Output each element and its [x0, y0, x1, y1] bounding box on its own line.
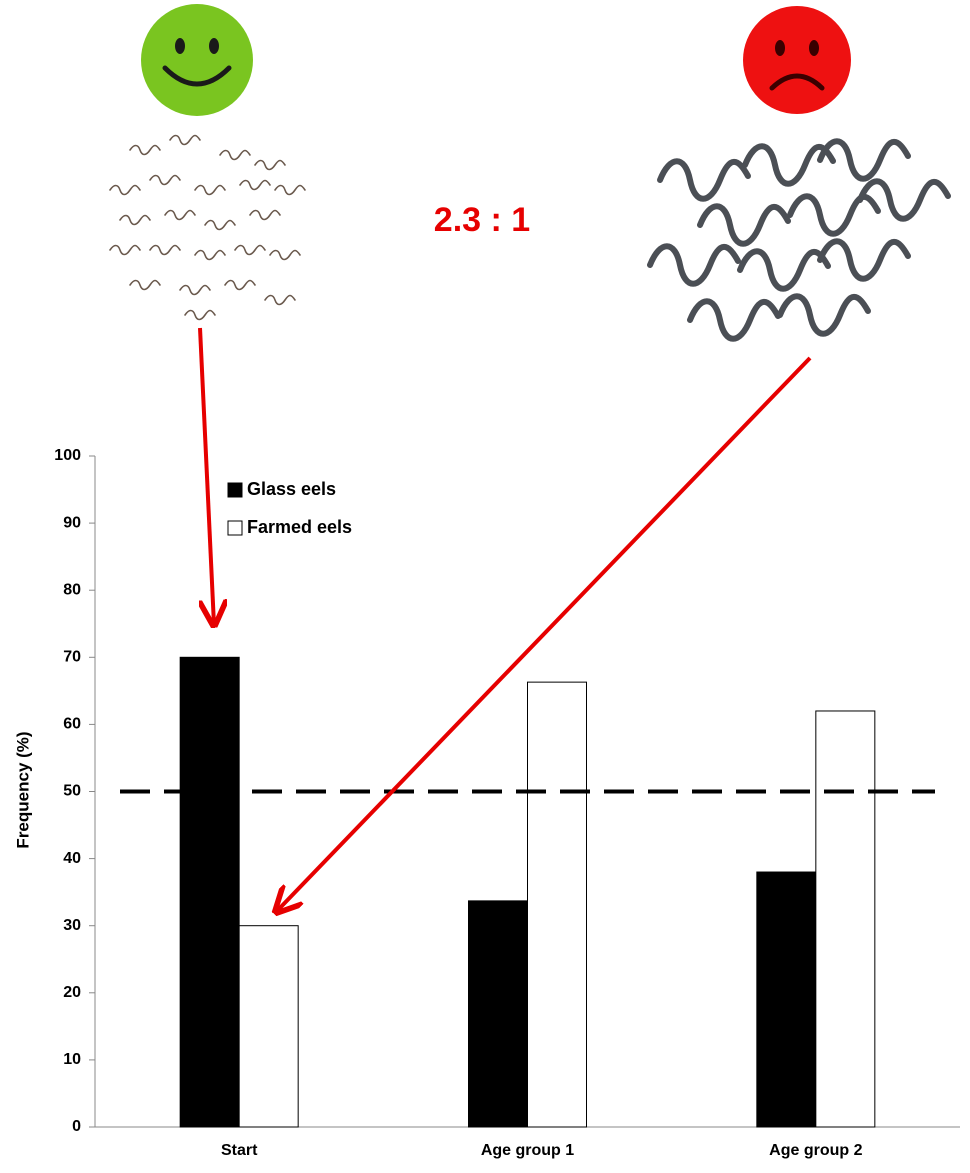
glass-eels-image: [109, 134, 306, 321]
y-tick-label: 20: [63, 984, 81, 1001]
x-tick-label: Age group 2: [769, 1142, 862, 1159]
y-tick-label: 40: [63, 850, 81, 867]
bar: [179, 656, 240, 1128]
x-tick-label: Age group 1: [481, 1142, 574, 1159]
bar: [756, 871, 817, 1128]
y-tick-label: 70: [63, 649, 81, 666]
bar: [815, 710, 876, 1128]
y-tick-label: 30: [63, 917, 81, 934]
plot: 0 10 20 30 40 50 60 70 80 90 100 Start Age group 1 Ag…: [54, 447, 960, 1159]
bar: [238, 925, 299, 1128]
y-tick-label: 0: [72, 1118, 81, 1135]
y-tick-label: 60: [63, 716, 81, 733]
y-axis-label: Frequency (%): [13, 731, 32, 848]
happy-face: [141, 4, 253, 116]
y-tick-label: 50: [63, 783, 81, 800]
y-tick-label: 80: [63, 581, 81, 598]
legend-swatch: [227, 520, 243, 536]
y-tick-label: 90: [63, 514, 81, 531]
bar: [468, 900, 528, 1128]
ratio-annotation: 2.3 : 1: [434, 201, 530, 239]
y-tick-label: 100: [54, 447, 81, 464]
farmed-eels-image: [650, 141, 948, 339]
legend-label: Glass eels: [247, 479, 336, 499]
legend-swatch: [227, 482, 243, 498]
legend-label: Farmed eels: [247, 517, 352, 537]
bar: [527, 681, 587, 1128]
y-tick-label: 10: [63, 1051, 81, 1068]
x-tick-label: Start: [221, 1142, 258, 1159]
sad-face: [743, 6, 851, 114]
arrow: [198, 327, 214, 625]
arrow: [276, 356, 812, 912]
